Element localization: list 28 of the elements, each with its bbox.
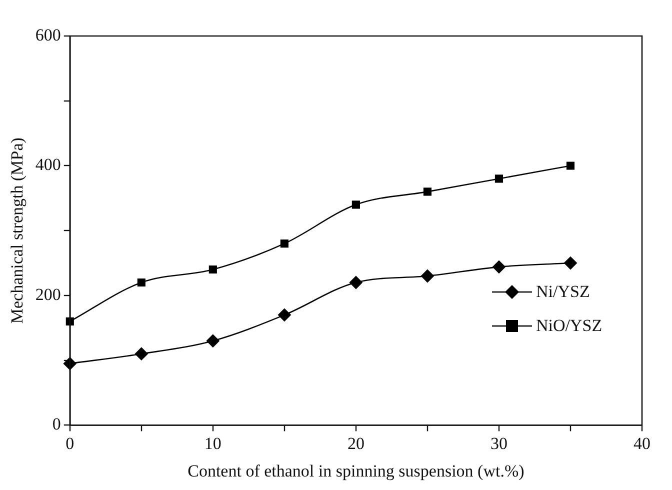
x-axis-title: Content of ethanol in spinning suspension (wt.%) — [188, 461, 524, 480]
y-tick-label: 0 — [52, 414, 61, 434]
point — [420, 270, 434, 283]
x-tick-label: 30 — [490, 434, 508, 453]
point — [63, 357, 76, 370]
y-tick-label: 400 — [35, 155, 61, 174]
point — [423, 188, 432, 196]
x-tick-label: 40 — [634, 434, 650, 453]
x-tick-label: 10 — [204, 434, 222, 453]
point — [206, 334, 220, 348]
y-axis-title: Mechanical strength (MPa) — [8, 138, 27, 324]
legend-label: NiO/YSZ — [536, 316, 602, 336]
point — [352, 200, 360, 209]
point — [208, 265, 217, 274]
legend-label: Ni/YSZ — [536, 282, 590, 302]
point — [278, 308, 291, 322]
point — [280, 240, 288, 248]
point — [494, 174, 504, 183]
point — [137, 278, 146, 287]
point — [349, 276, 362, 289]
y-tick-label: 600 — [35, 25, 61, 44]
point — [492, 260, 506, 274]
x-tick-label: 0 — [66, 434, 74, 453]
point — [134, 347, 148, 360]
point — [566, 162, 575, 170]
x-tick-label: 20 — [347, 434, 364, 453]
point — [564, 256, 577, 270]
y-tick-label: 200 — [35, 284, 61, 304]
